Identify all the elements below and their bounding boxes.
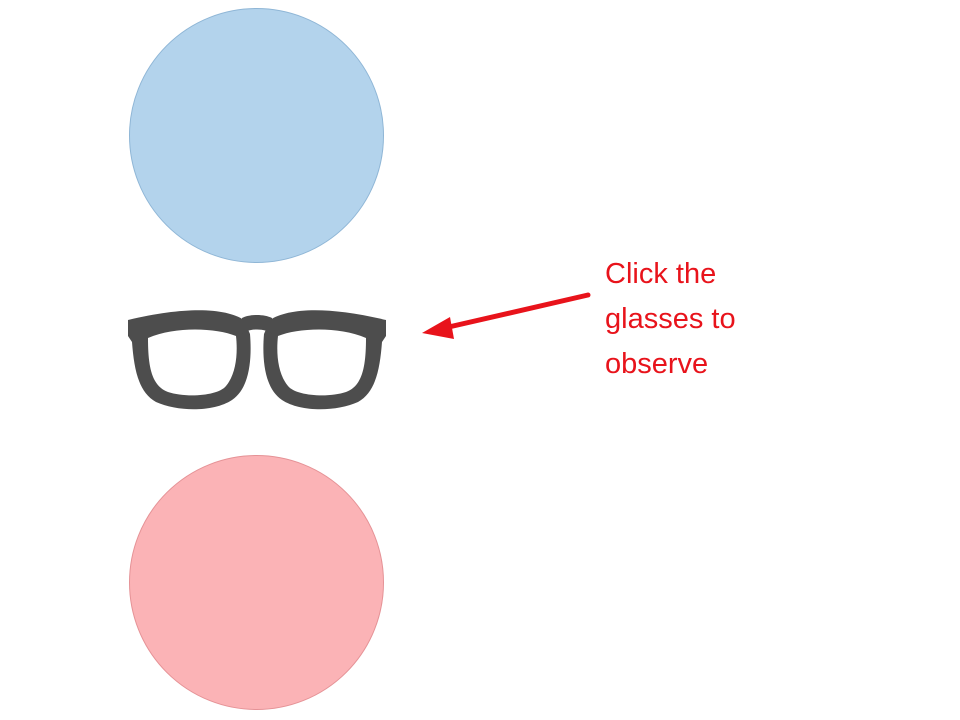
instruction-line-1: Click the (605, 258, 717, 290)
instruction-text: Click the glasses to observe (605, 252, 845, 387)
arrow-icon (422, 292, 591, 339)
instruction-line-2: glasses to (605, 303, 736, 335)
red-circle (129, 455, 384, 710)
glasses-icon[interactable] (126, 308, 388, 412)
instruction-line-3: observe (605, 348, 709, 380)
blue-circle (129, 8, 384, 263)
